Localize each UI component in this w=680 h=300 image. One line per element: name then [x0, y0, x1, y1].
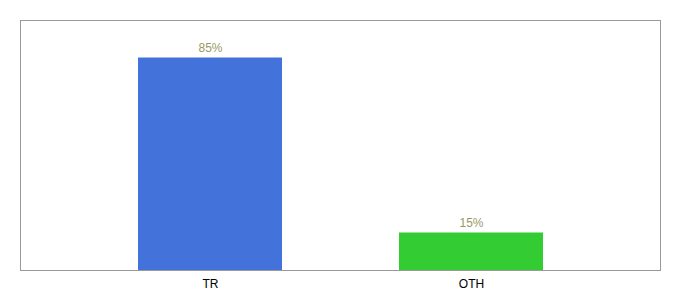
svg-text:OTH: OTH: [459, 277, 484, 291]
svg-text:TR: TR: [203, 277, 219, 291]
svg-text:85%: 85%: [198, 41, 222, 55]
svg-text:15%: 15%: [459, 216, 483, 230]
